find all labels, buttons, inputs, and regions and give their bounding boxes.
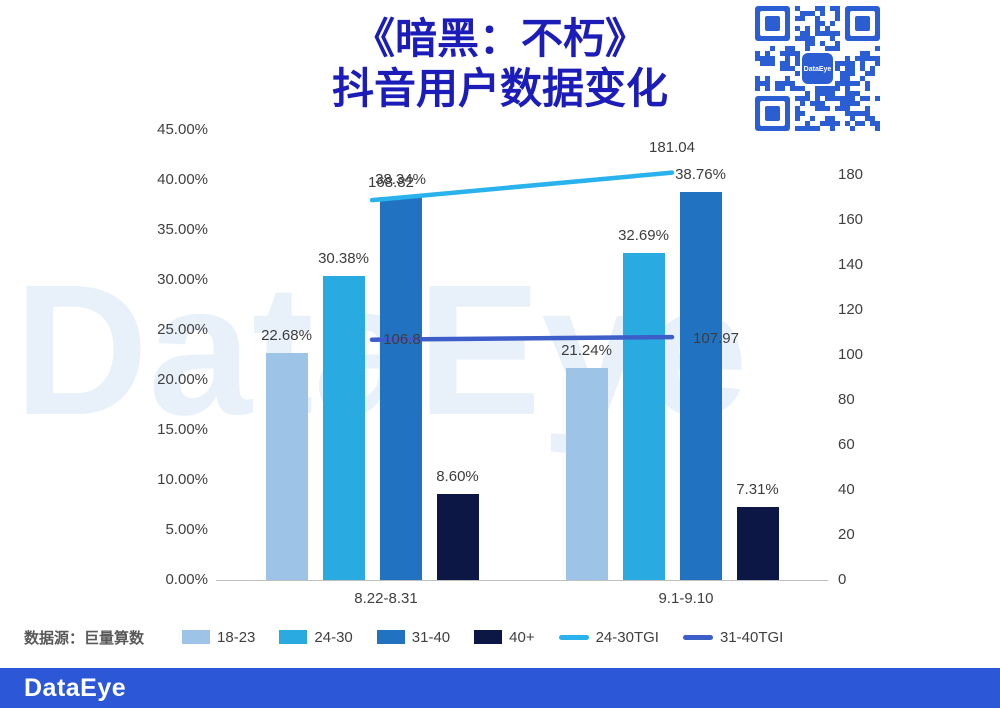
y-axis-left-tick: 40.00% <box>157 171 208 188</box>
legend-item-40+: 40+ <box>474 628 535 646</box>
bar-value-label: 7.31% <box>736 480 779 498</box>
legend-bar-swatch <box>474 630 503 644</box>
line-value-label: 181.04 <box>649 138 695 156</box>
bar-value-label: 32.69% <box>618 227 669 245</box>
y-axis-left-tick: 0.00% <box>165 571 208 588</box>
y-axis-left-tick: 45.00% <box>157 121 208 138</box>
footer-bar: DataEye <box>0 668 1000 708</box>
legend-item-label: 24-30TGI <box>595 628 659 646</box>
bar-18-23 <box>565 367 608 580</box>
y-axis-right-tick: 80 <box>838 391 855 408</box>
data-source-label: 数据源：巨量算数 <box>24 629 145 647</box>
bar-value-label: 8.60% <box>436 468 479 485</box>
y-axis-right-tick: 60 <box>838 436 855 453</box>
y-axis-right-tick: 100 <box>838 346 864 363</box>
bar-31-40 <box>379 196 422 580</box>
x-axis-line <box>216 580 828 581</box>
legend-line-swatch <box>558 634 589 640</box>
bar-24-30 <box>622 253 665 580</box>
bar-31-40 <box>679 192 722 580</box>
legend-item-24-30: 24-30 <box>279 628 353 646</box>
y-axis-right-tick: 40 <box>838 481 855 498</box>
legend-line-swatch <box>682 634 713 640</box>
qr-center-logo-text: DataEye <box>804 66 832 73</box>
legend-bar-swatch <box>376 630 405 644</box>
y-axis-left-tick: 5.00% <box>165 521 208 538</box>
y-axis-right-tick: 120 <box>838 301 864 318</box>
qr-code-svg: DataEye <box>755 6 880 131</box>
y-axis-left-tick: 30.00% <box>157 271 208 288</box>
bar-40+ <box>436 494 479 580</box>
bar-value-label: 22.68% <box>261 327 312 345</box>
chart-title: 《暗黑：不朽》 抖音用户数据变化 <box>0 14 1000 114</box>
title-line-2: 抖音用户数据变化 <box>331 65 668 112</box>
y-axis-right-tick: 180 <box>838 166 864 183</box>
legend-item-31-40: 31-40 <box>376 628 451 646</box>
line-value-label: 106.8 <box>383 330 421 348</box>
y-axis-right-tick: 160 <box>838 211 864 228</box>
y-axis-left-tick: 35.00% <box>157 221 208 238</box>
bar-value-label: 30.38% <box>318 250 369 268</box>
bar-24-30 <box>322 276 365 580</box>
legend-bar-swatch <box>279 630 308 644</box>
legend-item-label: 24-30 <box>314 628 353 646</box>
legend-item-31-40TGI: 31-40TGI <box>682 628 784 646</box>
legend-item-label: 31-40 <box>411 628 451 646</box>
bar-value-label: 21.24% <box>561 341 612 359</box>
legend-item-label: 31-40TGI <box>719 628 784 646</box>
legend-item-label: 40+ <box>509 628 535 646</box>
line-value-label: 168.82 <box>368 174 414 192</box>
legend-item-label: 18-23 <box>217 628 256 646</box>
y-axis-left-tick: 25.00% <box>157 321 208 338</box>
y-axis-left-tick: 15.00% <box>157 421 208 438</box>
title-line-1: 《暗黑：不朽》 <box>352 15 647 62</box>
y-axis-right-tick: 0 <box>838 571 847 588</box>
bar-40+ <box>736 506 779 580</box>
legend-item-24-30TGI: 24-30TGI <box>558 628 659 646</box>
legend: 数据源：巨量算数 18-23 24-30 31-40 40+ 24-30TGI 31-40… <box>24 624 990 650</box>
line-value-label: 107.97 <box>693 330 739 348</box>
dataeye-logo: DataEye <box>24 673 127 702</box>
qr-code: DataEye <box>755 6 880 136</box>
legend-item-18-23: 18-23 <box>182 629 255 646</box>
y-axis-left-tick: 10.00% <box>157 471 208 488</box>
legend-bar-swatch <box>182 630 211 644</box>
x-axis-category-label: 9.1-9.10 <box>658 590 714 607</box>
y-axis-left-tick: 20.00% <box>157 371 208 388</box>
x-axis-category-label: 8.22-8.31 <box>354 590 418 607</box>
bar-18-23 <box>265 353 308 580</box>
y-axis-right-tick: 140 <box>838 256 864 273</box>
bar-value-label: 38.76% <box>675 166 726 184</box>
y-axis-right-tick: 20 <box>838 526 855 543</box>
legend-items: 18-23 24-30 31-40 40+ 24-30TGI 31-40TGI <box>182 629 783 646</box>
